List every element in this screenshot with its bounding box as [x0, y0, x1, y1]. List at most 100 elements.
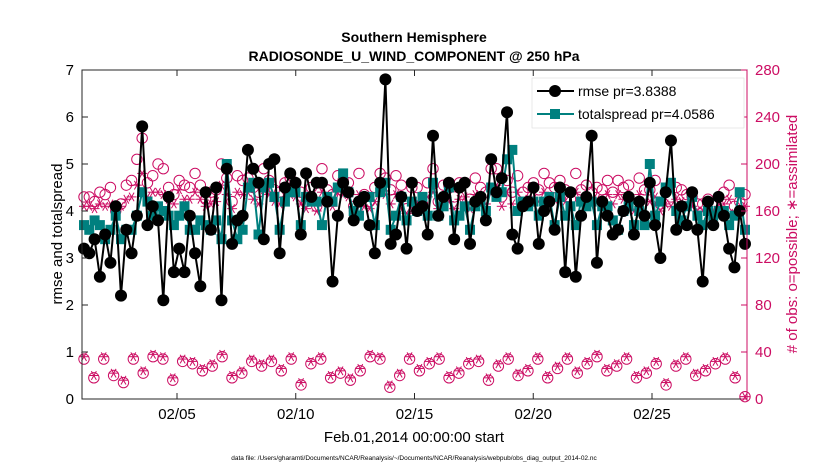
assimilated-obs-marker [613, 189, 624, 200]
assimilated-obs-low-marker [187, 356, 198, 366]
totalspread-marker [713, 206, 724, 216]
rmse-marker [421, 228, 434, 241]
totalspread-marker [316, 220, 327, 231]
y-axis-left-label: rmse and totalspread [49, 164, 66, 305]
assimilated-obs-marker [94, 199, 105, 209]
possible-obs-low-marker [739, 390, 751, 403]
assimilated-obs-marker [100, 201, 111, 211]
rmse-marker [633, 195, 646, 208]
rmse-marker [596, 195, 609, 208]
rmse-marker [162, 190, 175, 203]
rmse-marker [590, 256, 603, 269]
rmse-marker [649, 219, 662, 232]
possible-obs-marker [184, 181, 196, 194]
possible-obs-marker [538, 167, 550, 180]
totalspread-marker [655, 196, 666, 207]
totalspread-marker [644, 159, 655, 169]
possible-obs-low-marker [502, 353, 514, 365]
possible-obs-marker [617, 181, 630, 194]
totalspread-marker [623, 201, 634, 212]
rmse-marker [654, 252, 667, 264]
y-axis-left: 0 1 2 3 4 5 6 7 [66, 62, 88, 408]
totalspread-marker [285, 187, 296, 198]
rmse-marker [315, 176, 328, 189]
assimilated-obs-low-marker [522, 363, 533, 374]
rmse-marker [638, 209, 651, 222]
rmse-marker [204, 223, 217, 236]
assimilated-obs-low-marker [138, 366, 149, 376]
rmse-marker [580, 190, 593, 203]
rmse-marker [199, 186, 212, 199]
assimilated-obs-low-marker [325, 370, 336, 381]
chart-title: Southern Hemisphere [341, 29, 487, 45]
assimilated-obs-low-marker [226, 370, 237, 381]
possible-obs-low-marker [630, 372, 643, 384]
assimilated-obs-low-marker [473, 354, 484, 364]
rmse-marker [173, 242, 186, 255]
possible-obs-low-marker [620, 353, 633, 365]
assimilated-obs-low-marker [592, 349, 603, 359]
rmse-marker [464, 237, 477, 250]
assimilated-obs-low-marker [434, 352, 445, 362]
assimilated-obs-low-marker [374, 352, 385, 362]
possible-obs-low-marker [650, 358, 662, 370]
assimilated-obs-low-marker [740, 392, 750, 402]
assimilated-obs-low-marker [572, 366, 583, 376]
assimilated-obs-marker [512, 187, 523, 197]
rmse-marker [627, 228, 640, 241]
totalspread-marker [142, 196, 153, 207]
totalspread-marker [570, 220, 581, 231]
rmse-marker [612, 223, 625, 236]
rmse-marker [284, 167, 297, 180]
totalspread-marker [692, 210, 703, 221]
totalspread-marker [634, 206, 645, 216]
y-left-tick-label: 1 [66, 344, 74, 361]
totalspread-marker [734, 187, 745, 198]
possible-obs-low-marker [196, 365, 209, 377]
assimilated-obs-low-marker [562, 352, 573, 362]
rmse-marker [358, 190, 371, 203]
y-left-tick-label: 7 [66, 62, 74, 79]
possible-obs-low-marker [364, 351, 376, 363]
x-tick-label: 02/20 [514, 406, 552, 423]
rmse-marker [194, 280, 207, 293]
y-left-tick-label: 3 [66, 250, 74, 267]
assimilated-obs-marker [174, 185, 185, 195]
rmse-marker [268, 153, 281, 166]
assimilated-obs-low-marker [453, 366, 464, 376]
possible-obs-marker [353, 167, 365, 180]
rmse-marker [130, 209, 143, 222]
possible-obs-low-marker [246, 355, 258, 368]
possible-obs-marker [570, 167, 582, 180]
rmse-marker [659, 186, 672, 199]
possible-obs-marker [147, 170, 159, 182]
assimilated-obs-low-marker [128, 352, 139, 362]
totalspread-marker [576, 196, 587, 207]
rmse-marker [257, 233, 270, 246]
possible-obs-marker [157, 163, 170, 175]
possible-obs-low-marker [236, 367, 248, 379]
assimilated-obs-marker [89, 204, 100, 214]
possible-obs-marker [511, 170, 524, 182]
rmse-marker [712, 190, 725, 203]
data-file-footnote: data file: /Users/gharamti/Documents/NCA… [231, 455, 597, 462]
possible-obs-marker [226, 195, 238, 208]
assimilated-obs-marker [724, 194, 735, 204]
possible-obs-low-marker [344, 374, 357, 386]
assimilated-obs-low-marker [700, 363, 711, 374]
rmse-marker [543, 195, 556, 208]
possible-obs-low-marker [167, 374, 179, 386]
assimilated-obs-low-marker [601, 363, 612, 374]
assimilated-obs-marker [496, 201, 507, 211]
y-left-tick-label: 2 [66, 297, 74, 314]
totalspread-marker [697, 220, 708, 231]
rmse-marker [125, 247, 138, 260]
legend-spread-marker [550, 109, 560, 119]
possible-obs-marker [395, 179, 407, 191]
possible-obs-low-marker [226, 372, 238, 384]
possible-obs-low-marker [611, 360, 623, 372]
rmse-marker [696, 275, 709, 288]
line-series-layer [78, 73, 751, 307]
possible-obs-low-marker [561, 353, 574, 365]
totalspread-marker [459, 201, 470, 212]
